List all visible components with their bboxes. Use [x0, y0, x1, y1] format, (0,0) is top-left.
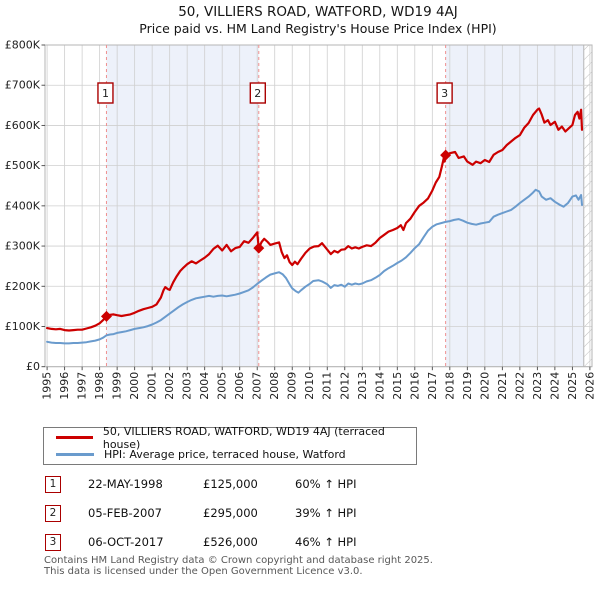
- x-tick-label: 2008: [268, 372, 281, 400]
- sale-1-number: 1: [102, 87, 109, 100]
- x-tick-label: 2018: [443, 372, 456, 400]
- sale-row-3: 3 06-OCT-2017 £526,000 46% ↑ HPI: [0, 534, 600, 554]
- sale-2-number-badge: 2: [45, 505, 61, 522]
- y-tick-label: £500K: [5, 159, 41, 172]
- sale-2-number: 2: [254, 87, 261, 100]
- chart-subtitle: Price paid vs. HM Land Registry's House …: [139, 21, 497, 36]
- x-tick-label: 2006: [233, 372, 246, 400]
- sale-3-number: 3: [441, 87, 448, 100]
- x-tick-label: 2016: [408, 372, 421, 400]
- x-tick-label: 2012: [338, 372, 351, 400]
- x-tick-label: 2023: [531, 372, 544, 400]
- sale-row-2: 2 05-FEB-2007 £295,000 39% ↑ HPI: [0, 505, 600, 525]
- x-tick-label: 2003: [181, 372, 194, 400]
- x-tick-label: 2001: [146, 372, 159, 400]
- sale-3-vs-hpi: 46% ↑ HPI: [295, 535, 357, 549]
- license-footer: Contains HM Land Registry data © Crown c…: [44, 555, 584, 577]
- x-tick-label: 1995: [41, 372, 54, 400]
- hpi-average-line: [46, 188, 583, 345]
- x-tick-label: 2004: [198, 372, 211, 400]
- sale-1-diamond: [100, 310, 112, 322]
- y-tick-label: £600K: [5, 119, 41, 132]
- legend-row-property: 50, VILLIERS ROAD, WATFORD, WD19 4AJ (te…: [44, 425, 416, 451]
- sale-1-price: £125,000: [203, 477, 258, 491]
- sale-2-vs-hpi: 39% ↑ HPI: [295, 506, 357, 520]
- chart-legend: 50, VILLIERS ROAD, WATFORD, WD19 4AJ (te…: [43, 425, 417, 465]
- hpi-legend-label: HPI: Average price, terraced house, Watf…: [104, 448, 346, 461]
- sale-3-diamond: [440, 149, 452, 161]
- y-tick-label: £800K: [5, 39, 41, 52]
- y-tick-label: £200K: [5, 280, 41, 293]
- x-tick-label: 2026: [583, 372, 596, 400]
- property-price-line: [45, 107, 584, 332]
- sale-1-number-badge: 1: [45, 476, 61, 493]
- x-tick-label: 2019: [461, 372, 474, 400]
- x-tick-label: 2024: [548, 372, 561, 400]
- x-tick-label: 2002: [163, 372, 176, 400]
- x-tick-label: 1999: [111, 372, 124, 400]
- sale-1-vs-hpi: 60% ↑ HPI: [295, 477, 357, 491]
- sale-row-1: 1 22-MAY-1998 £125,000 60% ↑ HPI: [0, 476, 600, 496]
- x-tick-label: 1996: [58, 372, 71, 400]
- x-tick-label: 1997: [76, 372, 89, 400]
- x-tick-label: 2020: [478, 372, 491, 400]
- footer-line-1: Contains HM Land Registry data © Crown c…: [44, 555, 433, 566]
- axis-tick-labels: £0 £100K £200K £300K £400K £500K £600K £700K £80…: [5, 39, 597, 400]
- chart-title: 50, VILLIERS ROAD, WATFORD, WD19 4AJ: [178, 4, 458, 20]
- x-tick-label: 2010: [303, 372, 316, 400]
- property-legend-label: 50, VILLIERS ROAD, WATFORD, WD19 4AJ (te…: [102, 424, 385, 451]
- sale-1-date: 22-MAY-1998: [88, 477, 163, 491]
- sale-1-number-box: [97, 82, 114, 104]
- y-tick-label: £300K: [5, 240, 41, 253]
- x-tick-label: 2022: [513, 372, 526, 400]
- x-tick-label: 2007: [251, 372, 264, 400]
- x-tick-label: 2009: [286, 372, 299, 400]
- sale-3-price: £526,000: [203, 535, 258, 549]
- sale-3-date: 06-OCT-2017: [88, 535, 164, 549]
- footer-line-2: This data is licensed under the Open Gov…: [44, 565, 363, 577]
- sale-3-number-box: [436, 82, 453, 104]
- x-tick-label: 2017: [426, 372, 439, 400]
- y-tick-label: £100K: [5, 320, 41, 333]
- x-tick-label: 2011: [321, 372, 334, 400]
- sale-3-number-badge: 3: [45, 534, 61, 551]
- sale-2-price: £295,000: [203, 506, 258, 520]
- x-tick-label: 2015: [391, 372, 404, 400]
- price-history-chart: 1 2 3 £0 £100K £200K £300K £400K £500K £600K £700…: [5, 39, 597, 400]
- x-tick-label: 2005: [216, 372, 229, 400]
- y-tick-label: £0: [26, 360, 40, 373]
- x-tick-label: 2013: [356, 372, 369, 400]
- chart-header: 50, VILLIERS ROAD, WATFORD, WD19 4AJ Pri…: [38, 4, 598, 37]
- sale-markers: 1 2 3: [97, 82, 453, 322]
- sale-2-diamond: [253, 242, 265, 254]
- x-tick-label: 2014: [373, 372, 386, 400]
- legend-row-hpi: HPI: Average price, terraced house, Watf…: [44, 447, 416, 462]
- hpi-line-swatch: [56, 453, 94, 456]
- y-tick-label: £700K: [5, 79, 41, 92]
- y-tick-label: £400K: [5, 199, 41, 212]
- x-tick-label: 2021: [496, 372, 509, 400]
- price-lines: [45, 107, 584, 345]
- property-line-swatch: [56, 436, 93, 439]
- x-tick-label: 2000: [128, 372, 141, 400]
- x-tick-label: 2025: [566, 372, 579, 400]
- sale-2-date: 05-FEB-2007: [88, 506, 162, 520]
- sale-2-number-box: [249, 82, 266, 104]
- x-tick-label: 1998: [93, 372, 106, 400]
